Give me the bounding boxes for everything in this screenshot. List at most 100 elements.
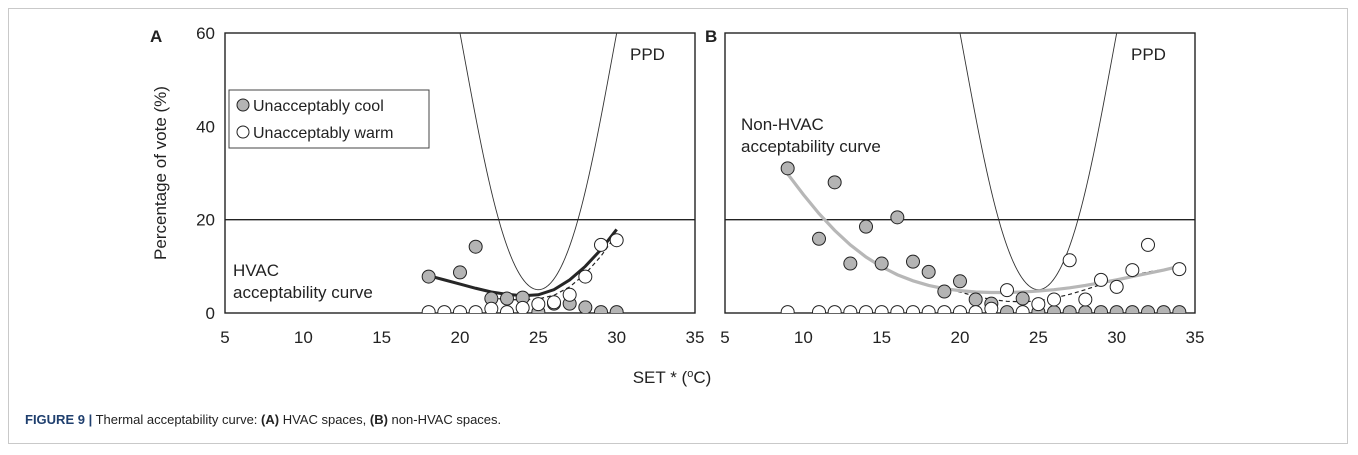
panel-a-x-tick-label: 20: [451, 328, 470, 347]
panel-b-warm-point: [1000, 283, 1014, 298]
panel-b-cool-point: [1078, 305, 1093, 313]
panel-b-dashed-curve: [944, 267, 1180, 303]
panel-b-cool-point: [780, 161, 795, 176]
panel-a-curve-label-line1: HVAC: [233, 261, 279, 280]
panel-b-cool-point: [1141, 305, 1155, 313]
caption-text-intro: Thermal acceptability curve:: [92, 412, 262, 427]
panel-a-ppd-curve: [459, 33, 618, 291]
panel-a-warm-point: [453, 305, 467, 313]
panel-b-warm-point: [953, 305, 967, 313]
panel-a-cool-point: [453, 265, 467, 280]
caption-label: FIGURE 9 |: [25, 412, 93, 427]
caption-part-a: (A): [261, 412, 280, 427]
panel-b-cool-point: [827, 175, 842, 190]
panel-a-warm-point: [578, 269, 593, 284]
panel-a-warm-point: [421, 305, 436, 313]
panel-b-curve-label-line1: Non-HVAC: [741, 115, 824, 134]
panel-b-x-tick-label: 10: [794, 328, 813, 347]
panel-b-warm-point: [812, 305, 826, 313]
panel-b-warm-point: [968, 305, 983, 313]
legend-warm-marker: [236, 125, 250, 139]
panel-b-x-tick-label: 25: [1029, 328, 1048, 347]
panel-a-warm-point: [437, 305, 452, 313]
panel-b-warm-point: [874, 305, 889, 313]
figure-caption: FIGURE 9 | Thermal acceptability curve: …: [25, 412, 501, 427]
panel-b-plot-area: [725, 33, 1195, 313]
panel-b-warm-point: [827, 305, 842, 313]
panel-a-ppd-label: PPD: [630, 45, 665, 64]
panel-a-warm-point: [468, 305, 483, 313]
panel-a-warm-point: [500, 305, 514, 313]
caption-text-b: non-HVAC spaces.: [387, 412, 502, 427]
panel-a-warm-point: [484, 301, 499, 313]
panel-b-frame: [724, 32, 1196, 314]
x-axis-label: SET * (oC): [633, 368, 712, 387]
legend-warm-label: Unacceptably warm: [253, 125, 394, 142]
panel-b-warm-point: [1141, 237, 1155, 252]
panel-b-warm-point: [890, 305, 905, 313]
panel-a-warm-point: [531, 297, 546, 312]
panel-b-ppd-label: PPD: [1131, 45, 1166, 64]
panel-b-warm-point: [1031, 297, 1046, 312]
panel-a-x-tick-label: 10: [294, 328, 313, 347]
panel-b-cool-point: [874, 256, 889, 271]
y-axis-label: Percentage of vote (%): [151, 86, 170, 260]
y-tick-label: 20: [196, 211, 215, 230]
legend-cool-marker: [236, 98, 250, 112]
panel-b-acceptability-curve: [786, 172, 1180, 295]
panel-a-x-tick-label: 25: [529, 328, 548, 347]
panel-b-letter: B: [705, 27, 717, 46]
panel-b-cool-point: [1109, 305, 1124, 313]
panel-b-warm-point: [921, 305, 936, 313]
panel-b-x-tick-label: 15: [872, 328, 891, 347]
panel-b-warm-point: [1172, 262, 1187, 277]
panel-a-cool-point: [578, 300, 593, 313]
panel-b-warm-point: [1062, 253, 1077, 268]
panel-b-cool-point: [859, 219, 873, 234]
figure-frame: [8, 8, 1348, 444]
caption-part-b: (B): [369, 412, 388, 427]
panel-b-warm-point: [843, 305, 858, 313]
panel-a-curve-label-line2: acceptability curve: [233, 283, 373, 302]
panel-b-warm-point: [1109, 279, 1124, 294]
panel-b-warm-point: [1125, 263, 1140, 278]
panel-a-warm-point: [547, 295, 561, 310]
panel-b: B PPD Non-HVAC acceptability curve 5 10 15…: [705, 27, 1205, 347]
legend-box: [228, 89, 430, 149]
panel-b-warm-point: [1094, 272, 1108, 287]
legend: Unacceptably cool Unacceptably warm: [228, 89, 430, 149]
panel-a-warm-point: [515, 300, 530, 313]
panel-a-x-tick-label: 5: [220, 328, 229, 347]
panel-b-cool-point: [812, 231, 826, 246]
panel-b-cool-point: [953, 274, 967, 289]
panel-a-letter: A: [150, 27, 162, 46]
panel-b-ppd-curve: [959, 33, 1118, 291]
panel-b-cool-point: [1125, 305, 1140, 313]
panel-b-cool-point: [890, 210, 905, 225]
panel-a-warm-point: [562, 287, 577, 302]
y-tick-label: 0: [206, 304, 215, 323]
panel-a-cool-point: [609, 305, 624, 313]
panel-a-warm-point: [594, 237, 608, 252]
panel-b-cool-point: [1156, 305, 1171, 313]
panel-b-x-tick-label: 35: [1186, 328, 1205, 347]
panel-b-warm-point: [1047, 292, 1061, 307]
panel-b-cool-point: [1094, 305, 1108, 313]
legend-cool-label: Unacceptably cool: [253, 98, 384, 115]
panel-a: A PPD HVAC acceptability curve 5 10 15 20 25…: [150, 24, 705, 347]
panel-a-cool-point: [500, 291, 514, 306]
panel-b-warm-point: [984, 301, 999, 313]
panel-b-cool-point: [1015, 291, 1030, 306]
panel-a-cool-point: [594, 305, 608, 313]
caption-text-a: HVAC spaces,: [279, 412, 370, 427]
panel-b-x-tick-label: 5: [720, 328, 729, 347]
panel-b-curve-label-line2: acceptability curve: [741, 137, 881, 156]
panel-b-cool-point: [1062, 305, 1077, 313]
panel-a-x-tick-label: 15: [372, 328, 391, 347]
panel-b-cool-point: [906, 254, 920, 269]
y-tick-label: 40: [196, 117, 215, 136]
panel-b-cool-point: [1047, 305, 1061, 313]
panel-a-cool-point: [421, 269, 436, 284]
panel-a-x-tick-label: 35: [686, 328, 705, 347]
